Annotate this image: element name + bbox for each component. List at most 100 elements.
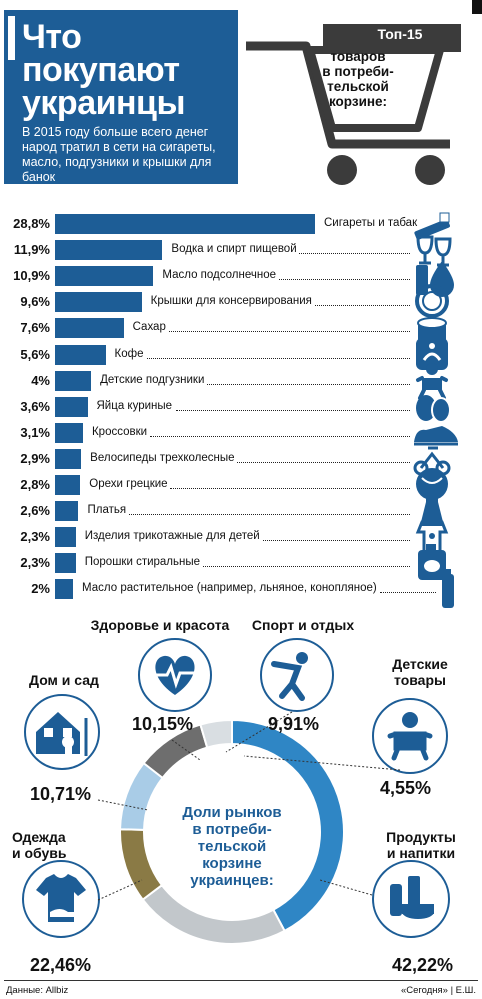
cigarette-icon <box>414 212 450 240</box>
grocery-icon <box>372 860 450 938</box>
corner-mark <box>472 0 482 14</box>
oil-bottle-icon <box>416 261 454 298</box>
category-label-health: Здоровье и красота <box>90 617 230 633</box>
category-value-food: 42,22% <box>392 955 454 975</box>
title-line-2: покупают <box>22 51 180 89</box>
bar-category-label: Орехи грецкие <box>89 478 168 490</box>
bar <box>55 501 79 522</box>
exercise-icon <box>260 638 334 712</box>
bar-value-label: 9,6% <box>20 294 50 310</box>
bar-category-label: Масло подсолнечное <box>162 269 276 282</box>
category-value-home: 10,71% <box>30 784 92 804</box>
bar <box>55 553 76 574</box>
donut-slice <box>141 883 286 945</box>
baby-clothes-icon <box>415 520 449 556</box>
bar <box>55 579 74 600</box>
category-label-kids: Детские товары <box>392 656 448 688</box>
category-value-clothes: 22,46% <box>30 955 92 975</box>
donut-slice <box>119 828 164 902</box>
credit-note: «Сегодня» | Е.Ш. <box>400 985 476 996</box>
sugar-sack-icon <box>417 317 447 344</box>
title-line-1: Что <box>22 18 82 56</box>
category-value-health: 10,15% <box>132 714 194 734</box>
detergent-icon <box>418 544 446 581</box>
top15-subtitle: товаров в потреби- тельской корзине: <box>322 49 394 109</box>
coffee-icon <box>416 337 448 370</box>
bar-value-label: 2,3% <box>20 529 50 545</box>
title-line-3: украинцы <box>22 84 185 122</box>
bar-leader-line <box>169 331 410 333</box>
house-icon <box>24 694 100 770</box>
baby-icon <box>416 362 448 400</box>
bar <box>55 396 88 417</box>
title-panel <box>4 10 238 184</box>
bar-leader-line <box>263 540 410 542</box>
bar <box>55 475 81 495</box>
category-value-sport: 9,91% <box>268 714 320 734</box>
category-label-home: Дом и сад <box>29 672 99 688</box>
bar <box>55 370 92 391</box>
bar <box>55 448 82 469</box>
bar-category-label: Сахар <box>132 321 166 334</box>
bar-value-label: 2,8% <box>20 477 50 492</box>
tshirt-icon <box>22 860 100 938</box>
category-value-kids: 4,55% <box>380 778 432 798</box>
bar-value-label: 7,6% <box>20 320 50 336</box>
donut-slice <box>199 718 233 749</box>
bar-category-label: Кофе <box>114 347 144 360</box>
bar-value-label: 2,3% <box>20 555 50 571</box>
bar <box>55 292 142 313</box>
bar-category-label: Велосипеды трехколесные <box>90 451 235 464</box>
walnut-icon <box>416 468 448 500</box>
bar-value-label: 2% <box>31 581 50 597</box>
bar-category-label: Изделия трикотажные для детей <box>84 530 260 543</box>
bar-category-label: Водка и спирт пищевой <box>171 243 297 256</box>
bar-leader-line <box>380 592 436 594</box>
jar-lid-icon <box>415 284 449 319</box>
baby-icon <box>372 698 448 774</box>
bar-leader-line <box>237 461 410 463</box>
bar-category-label: Масло растительное (например, льняное, к… <box>82 582 377 595</box>
bar-value-label: 11,9% <box>13 242 50 258</box>
bar-value-label: 2,9% <box>20 450 50 466</box>
small-oil-bottle-icon <box>442 569 454 609</box>
shopping-cart-icon <box>246 24 461 185</box>
bar-category-label: Детские подгузники <box>100 373 205 386</box>
bar <box>55 527 76 548</box>
donut-center-label: Доли рынков в потреби- тельской корзине … <box>182 804 282 889</box>
subtitle: В 2015 году больше всего денег народ тра… <box>22 125 216 184</box>
sneaker-icon <box>414 425 458 446</box>
bar-category-label: Порошки стиральные <box>84 556 201 569</box>
wine-glasses-icon <box>416 235 452 267</box>
category-label-food: Продукты и напитки <box>386 829 456 861</box>
bar-category-label: Яйца куриные <box>96 399 173 412</box>
bar-leader-line <box>129 514 410 516</box>
tricycle-icon <box>413 446 451 476</box>
footer-divider <box>4 980 478 981</box>
eggs-icon <box>416 394 451 423</box>
bar <box>55 422 83 443</box>
bar-value-label: 2,6% <box>20 503 50 519</box>
bar-leader-line <box>170 488 410 489</box>
bar-leader-line <box>315 305 410 307</box>
bar-category-label: Сигареты и табак <box>324 217 418 229</box>
bar-leader-line <box>279 279 410 281</box>
bar-leader-line <box>299 253 410 255</box>
bar-leader-line <box>147 357 410 359</box>
bar-value-label: 4% <box>31 372 50 388</box>
heart-pulse-icon <box>138 638 212 712</box>
bar-category-label: Платья <box>87 504 127 517</box>
bar-leader-line <box>150 435 410 437</box>
top15-title: Топ-15 <box>377 26 423 42</box>
dress-icon <box>420 494 444 527</box>
source-note: Данные: Allbiz <box>6 985 69 996</box>
bar <box>55 318 124 339</box>
bar-value-label: 5,6% <box>20 346 50 362</box>
category-label-sport: Спорт и отдых <box>251 617 355 633</box>
bar <box>55 240 163 261</box>
bar <box>55 344 106 365</box>
bar-leader-line <box>176 409 410 411</box>
category-label-clothes: Одежда и обувь <box>12 829 67 861</box>
bar-value-label: 10,9% <box>13 268 50 284</box>
bar-leader-line <box>203 566 410 568</box>
